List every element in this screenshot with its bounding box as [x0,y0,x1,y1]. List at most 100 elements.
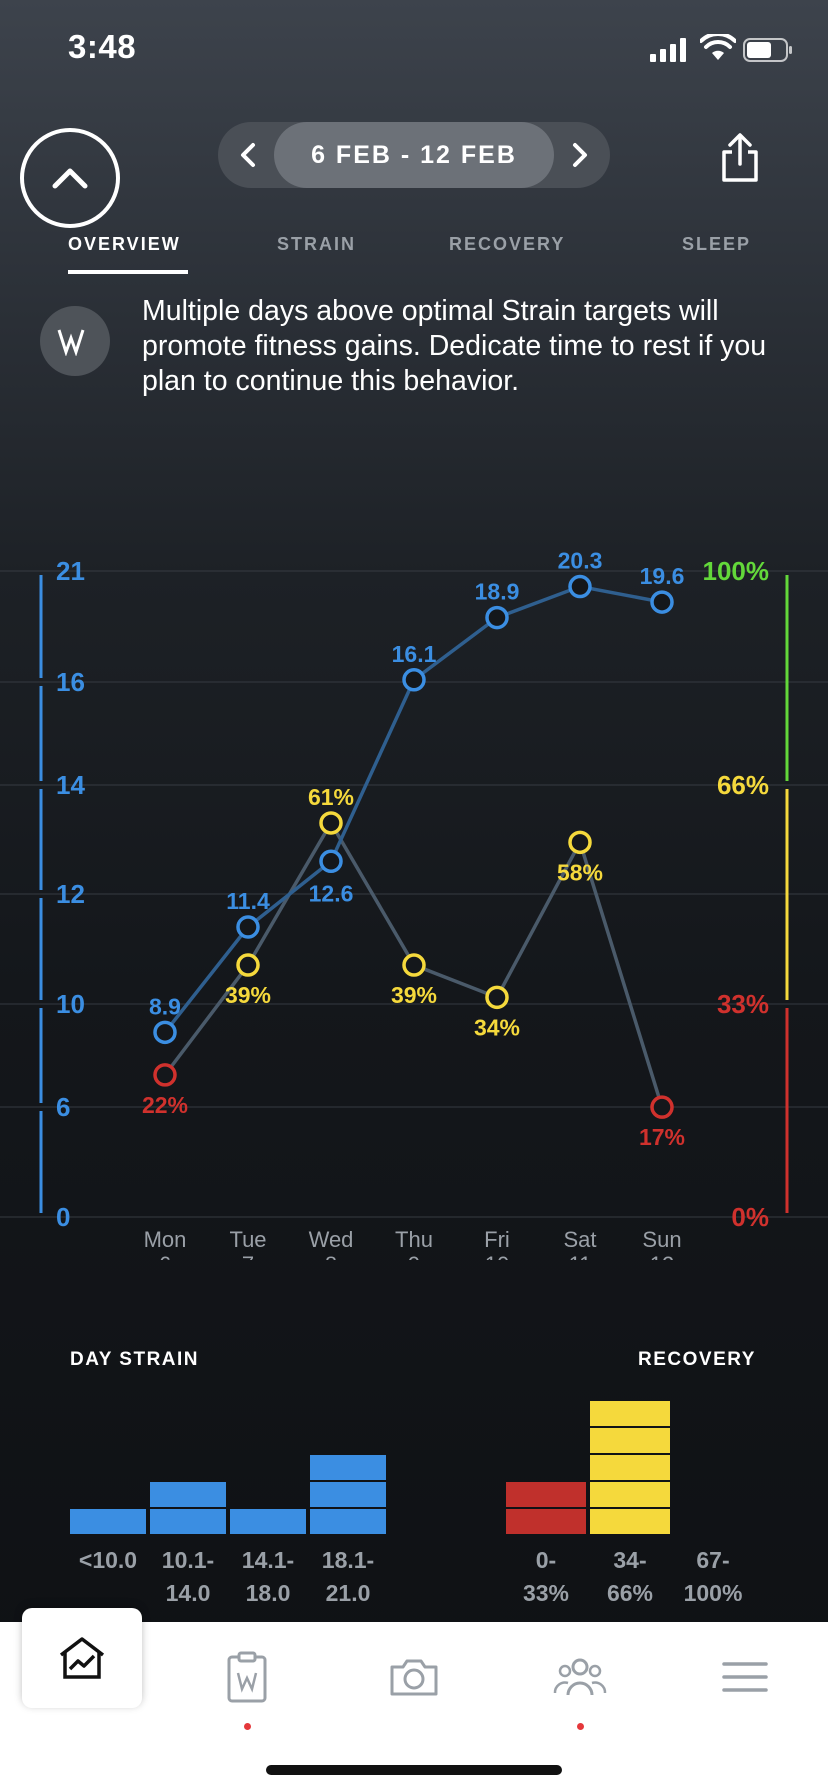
strain-point-label: 16.1 [392,641,437,667]
strain-point-label: 8.9 [149,993,181,1019]
strain-point-label: 19.6 [640,563,685,589]
recovery-point-label: 61% [308,784,354,810]
recovery-point [153,1063,177,1087]
recovery-point-label: 58% [557,859,603,885]
x-axis-date-label: 9 [408,1252,420,1260]
strain-point [402,668,426,692]
tab-strain[interactable]: STRAIN [277,234,356,254]
strain-bin-label: 14.1- [242,1547,294,1573]
strain-histogram-bar [70,1509,146,1534]
recovery-bin-label: 0- [536,1547,556,1573]
recovery-histogram-bar [590,1455,670,1480]
strain-bin-label: 14.0 [166,1580,211,1606]
distribution-histograms: <10.0 10.1- 14.0 14.1- 18.0 18.1- 21.0 0- 33% 34-… [70,1401,742,1606]
recovery-histogram-bar [506,1509,586,1534]
x-axis-day-label: Thu [395,1227,433,1252]
recovery-point [485,985,509,1010]
recovery-histogram-bar [590,1401,670,1426]
recovery-point [236,953,260,977]
strain-histogram-bar [150,1482,226,1507]
recovery-histogram-bar [590,1509,670,1534]
status-time: 3:48 [68,28,137,65]
x-axis-day-label: Tue [229,1227,266,1252]
strain-point [485,605,509,630]
chevron-right-icon [573,143,587,167]
home-chart-icon [59,1637,105,1679]
nav-camera-button[interactable] [379,1642,449,1712]
strain-axis-tick: 0 [56,1202,70,1232]
recovery-point-label: 39% [225,982,271,1008]
tab-sleep[interactable]: SLEEP [682,234,752,254]
strain-histogram-bar [310,1509,386,1534]
x-axis-day-label: Sat [563,1227,596,1252]
x-axis-date-label: 7 [242,1252,254,1260]
next-week-button[interactable] [552,122,608,188]
recovery-axis-tick: 33% [717,989,769,1019]
share-icon[interactable] [716,132,764,184]
strain-bin-label: 21.0 [326,1580,371,1606]
recovery-bin-label: 66% [607,1580,653,1606]
recovery-point-label: 39% [391,982,437,1008]
recovery-point [650,1095,674,1119]
recovery-point-label: 17% [639,1124,685,1150]
strain-axis-tick: 14 [56,770,85,800]
weekly-chart: 21 16 14 12 10 6 0 100% 66% 33% 0% 22% 39% 61% 39% 34% 5… [0,548,828,1260]
nav-journal-button[interactable] [212,1642,282,1712]
collapse-button[interactable] [20,128,120,228]
recovery-axis-tick: 66% [717,770,769,800]
strain-point [568,574,592,599]
community-icon [553,1658,607,1696]
x-axis-date-label: 12 [650,1252,674,1260]
insight-message: Multiple days above optimal Strain targe… [142,295,767,397]
x-axis-day-label: Fri [484,1227,510,1252]
strain-axis-tick: 6 [56,1092,70,1122]
recovery-bin-label: 67- [696,1547,729,1573]
x-axis-date-label: 11 [569,1252,592,1260]
battery-icon [743,38,792,62]
recovery-bin-label: 33% [523,1580,569,1606]
tab-overview[interactable]: OVERVIEW [68,234,181,254]
strain-point [650,590,674,614]
recovery-point [402,953,426,977]
chevron-up-icon [52,168,88,189]
journal-clipboard-icon [227,1651,267,1703]
strain-histogram-bar [230,1509,306,1534]
strain-point-label: 12.6 [309,880,354,906]
strain-point [153,1020,177,1045]
journal-notification-dot [244,1723,251,1730]
x-axis-day-label: Sun [642,1227,681,1252]
recovery-title: RECOVERY [638,1349,756,1370]
strain-point-label: 18.9 [475,579,520,605]
chevron-left-icon [241,143,255,167]
nav-menu-button[interactable] [710,1642,780,1712]
active-tab-indicator [68,270,188,274]
home-indicator [266,1765,562,1775]
camera-icon [390,1659,438,1696]
strain-bin-label: 10.1- [162,1547,214,1573]
strain-point [319,849,343,874]
recovery-bin-label: 34- [613,1547,646,1573]
nav-home-button[interactable] [22,1608,142,1708]
recovery-point-label: 34% [474,1014,520,1040]
recovery-point-label: 22% [142,1092,188,1118]
strain-bin-label: 18.1- [322,1547,374,1573]
strain-bin-label: <10.0 [79,1547,137,1573]
wifi-icon [700,34,736,60]
recovery-histogram-bar [590,1428,670,1453]
x-axis-date-label: 10 [485,1252,509,1260]
recovery-histogram-bar [506,1482,586,1507]
recovery-axis-tick: 100% [703,556,770,586]
x-axis-date-label: 8 [325,1252,337,1260]
recovery-axis-tick: 0% [731,1202,769,1232]
recovery-point [319,811,343,835]
recovery-point [568,830,592,855]
previous-week-button[interactable] [220,122,276,188]
strain-bin-label: 18.0 [246,1580,291,1606]
x-axis-date-label: 6 [159,1252,171,1260]
community-notification-dot [577,1723,584,1730]
strain-histogram-bar [150,1509,226,1534]
nav-community-button[interactable] [545,1642,615,1712]
strain-point-label: 11.4 [226,888,270,914]
date-range-label[interactable]: 6 FEB - 12 FEB [274,122,554,188]
tab-recovery[interactable]: RECOVERY [449,234,566,254]
